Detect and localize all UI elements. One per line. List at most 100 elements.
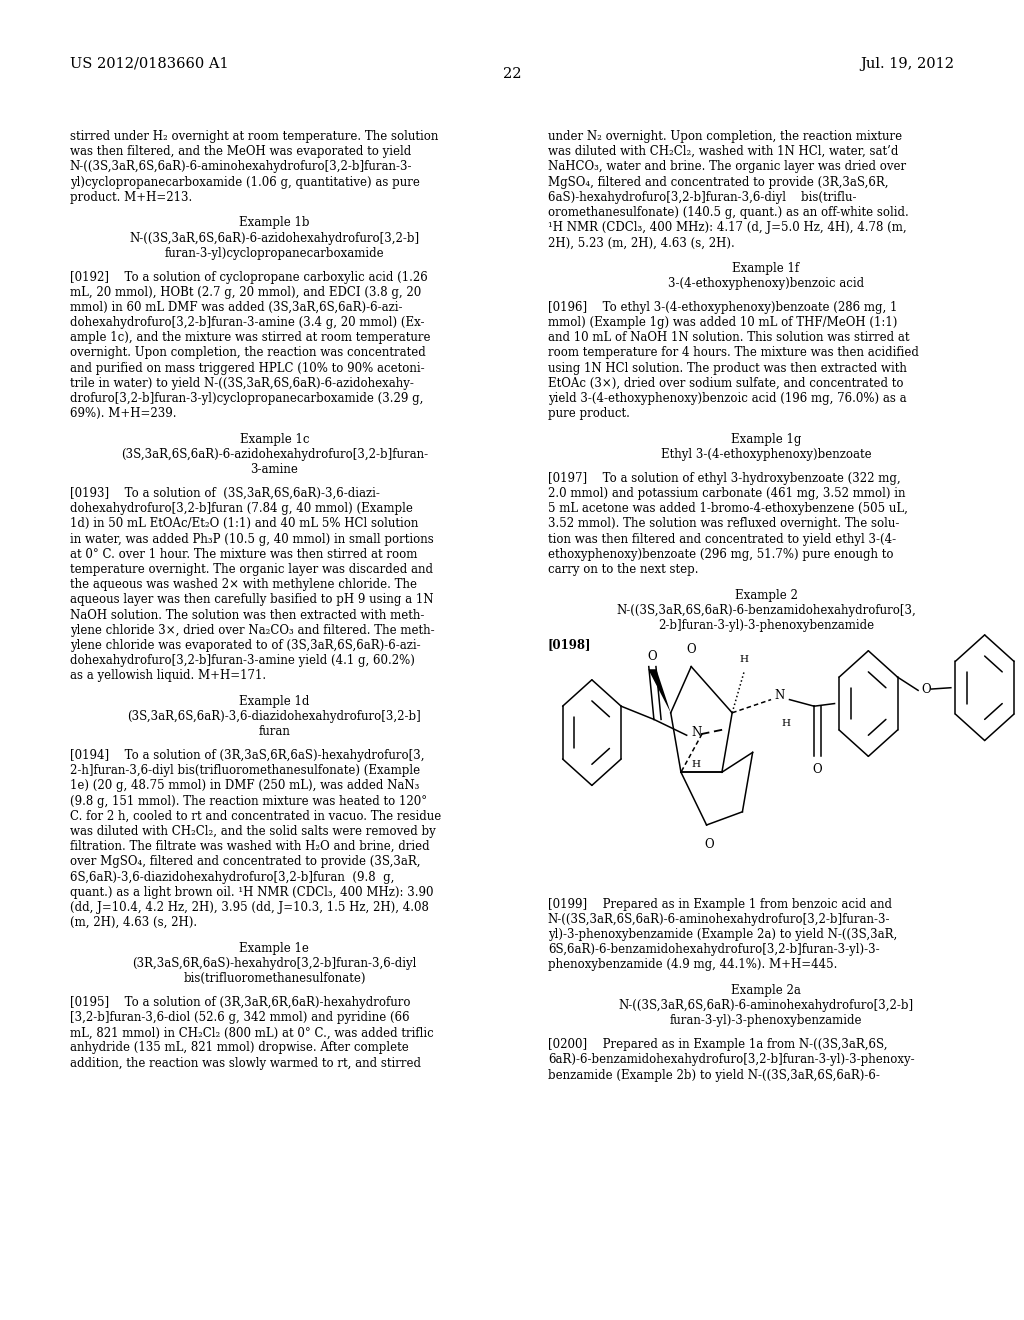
Text: carry on to the next step.: carry on to the next step. [548, 562, 698, 576]
Text: Example 2a: Example 2a [731, 985, 801, 997]
Text: quant.) as a light brown oil. ¹H NMR (CDCl₃, 400 MHz): 3.90: quant.) as a light brown oil. ¹H NMR (CD… [70, 886, 433, 899]
Text: dohexahydrofuro[3,2-b]furan-3-amine yield (4.1 g, 60.2%): dohexahydrofuro[3,2-b]furan-3-amine yiel… [70, 655, 415, 667]
Text: 2.0 mmol) and potassium carbonate (461 mg, 3.52 mmol) in: 2.0 mmol) and potassium carbonate (461 m… [548, 487, 905, 500]
Text: at 0° C. over 1 hour. The mixture was then stirred at room: at 0° C. over 1 hour. The mixture was th… [70, 548, 417, 561]
Text: filtration. The filtrate was washed with H₂O and brine, dried: filtration. The filtrate was washed with… [70, 841, 429, 853]
Text: furan-3-yl)cyclopropanecarboxamide: furan-3-yl)cyclopropanecarboxamide [165, 247, 384, 260]
Text: O: O [686, 643, 696, 656]
Text: US 2012/0183660 A1: US 2012/0183660 A1 [70, 57, 228, 71]
Text: stirred under H₂ overnight at room temperature. The solution: stirred under H₂ overnight at room tempe… [70, 131, 438, 143]
Text: 2-h]furan-3,6-diyl bis(trifluoromethanesulfonate) (Example: 2-h]furan-3,6-diyl bis(trifluoromethanes… [70, 764, 420, 777]
Text: temperature overnight. The organic layer was discarded and: temperature overnight. The organic layer… [70, 562, 432, 576]
Text: 6S,6aR)-3,6-diazidohexahydrofuro[3,2-b]furan  (9.8  g,: 6S,6aR)-3,6-diazidohexahydrofuro[3,2-b]f… [70, 871, 394, 883]
Text: [0192]  To a solution of cyclopropane carboxylic acid (1.26: [0192] To a solution of cyclopropane car… [70, 271, 427, 284]
Text: [0195]  To a solution of (3R,3aR,6R,6aR)-hexahydrofuro: [0195] To a solution of (3R,3aR,6R,6aR)-… [70, 995, 411, 1008]
Text: ylene chloride 3×, dried over Na₂CO₃ and filtered. The meth-: ylene chloride 3×, dried over Na₂CO₃ and… [70, 624, 434, 636]
Text: 6aR)-6-benzamidohexahydrofuro[3,2-b]furan-3-yl)-3-phenoxy-: 6aR)-6-benzamidohexahydrofuro[3,2-b]fura… [548, 1053, 914, 1067]
Text: 2H), 5.23 (m, 2H), 4.63 (s, 2H).: 2H), 5.23 (m, 2H), 4.63 (s, 2H). [548, 236, 734, 249]
Text: Example 1e: Example 1e [240, 942, 309, 954]
Text: yl)-3-phenoxybenzamide (Example 2a) to yield N-((3S,3aR,: yl)-3-phenoxybenzamide (Example 2a) to y… [548, 928, 897, 941]
Text: over MgSO₄, filtered and concentrated to provide (3S,3aR,: over MgSO₄, filtered and concentrated to… [70, 855, 420, 869]
Text: 3.52 mmol). The solution was refluxed overnight. The solu-: 3.52 mmol). The solution was refluxed ov… [548, 517, 899, 531]
Text: product. M+H=213.: product. M+H=213. [70, 190, 191, 203]
Text: mL, 821 mmol) in CH₂Cl₂ (800 mL) at 0° C., was added triflic: mL, 821 mmol) in CH₂Cl₂ (800 mL) at 0° C… [70, 1027, 433, 1039]
Text: room temperature for 4 hours. The mixture was then acidified: room temperature for 4 hours. The mixtur… [548, 346, 919, 359]
Text: using 1N HCl solution. The product was then extracted with: using 1N HCl solution. The product was t… [548, 362, 906, 375]
Text: Example 2: Example 2 [734, 589, 798, 602]
Text: O: O [705, 838, 715, 851]
Text: [0197]  To a solution of ethyl 3-hydroxybenzoate (322 mg,: [0197] To a solution of ethyl 3-hydroxyb… [548, 473, 900, 484]
Text: 1e) (20 g, 48.75 mmol) in DMF (250 mL), was added NaN₃: 1e) (20 g, 48.75 mmol) in DMF (250 mL), … [70, 779, 419, 792]
Text: C. for 2 h, cooled to rt and concentrated in vacuo. The residue: C. for 2 h, cooled to rt and concentrate… [70, 809, 441, 822]
Text: NaHCO₃, water and brine. The organic layer was dried over: NaHCO₃, water and brine. The organic lay… [548, 161, 906, 173]
Text: dohexahydrofuro[3,2-b]furan-3-amine (3.4 g, 20 mmol) (Ex-: dohexahydrofuro[3,2-b]furan-3-amine (3.4… [70, 317, 424, 329]
Text: [0198]: [0198] [548, 639, 591, 651]
Text: 1d) in 50 mL EtOAc/Et₂O (1:1) and 40 mL 5% HCl solution: 1d) in 50 mL EtOAc/Et₂O (1:1) and 40 mL … [70, 517, 418, 531]
Text: Example 1b: Example 1b [240, 216, 309, 230]
Text: phenoxybenzamide (4.9 mg, 44.1%). M+H=445.: phenoxybenzamide (4.9 mg, 44.1%). M+H=44… [548, 958, 838, 972]
Text: (3S,3aR,6S,6aR)-6-azidohexahydrofuro[3,2-b]furan-: (3S,3aR,6S,6aR)-6-azidohexahydrofuro[3,2… [121, 449, 428, 461]
Text: ample 1c), and the mixture was stirred at room temperature: ample 1c), and the mixture was stirred a… [70, 331, 430, 345]
Text: and 10 mL of NaOH 1N solution. This solution was stirred at: and 10 mL of NaOH 1N solution. This solu… [548, 331, 909, 345]
Text: N-((3S,3aR,6S,6aR)-6-aminohexahydrofuro[3,2-b]: N-((3S,3aR,6S,6aR)-6-aminohexahydrofuro[… [618, 999, 913, 1012]
Text: 6S,6aR)-6-benzamidohexahydrofuro[3,2-b]furan-3-yl)-3-: 6S,6aR)-6-benzamidohexahydrofuro[3,2-b]f… [548, 942, 880, 956]
Text: drofuro[3,2-b]furan-3-yl)cyclopropanecarboxamide (3.29 g,: drofuro[3,2-b]furan-3-yl)cyclopropanecar… [70, 392, 423, 405]
Text: furan: furan [258, 726, 291, 738]
Text: 2-b]furan-3-yl)-3-phenoxybenzamide: 2-b]furan-3-yl)-3-phenoxybenzamide [657, 619, 874, 632]
Text: under N₂ overnight. Upon completion, the reaction mixture: under N₂ overnight. Upon completion, the… [548, 131, 902, 143]
Text: [0193]  To a solution of  (3S,3aR,6S,6aR)-3,6-diazi-: [0193] To a solution of (3S,3aR,6S,6aR)-… [70, 487, 380, 500]
Text: 22: 22 [503, 67, 521, 82]
Text: Example 1d: Example 1d [240, 694, 309, 708]
Text: aqueous layer was then carefully basified to pH 9 using a 1N: aqueous layer was then carefully basifie… [70, 594, 433, 606]
Text: Ethyl 3-(4-ethoxyphenoxy)benzoate: Ethyl 3-(4-ethoxyphenoxy)benzoate [660, 449, 871, 461]
Text: O: O [812, 763, 822, 776]
Text: Jul. 19, 2012: Jul. 19, 2012 [860, 57, 954, 71]
Polygon shape [648, 669, 671, 713]
Text: O: O [647, 649, 656, 663]
Text: pure product.: pure product. [548, 407, 630, 420]
Text: (dd, J=10.4, 4.2 Hz, 2H), 3.95 (dd, J=10.3, 1.5 Hz, 2H), 4.08: (dd, J=10.4, 4.2 Hz, 2H), 3.95 (dd, J=10… [70, 900, 428, 913]
Text: addition, the reaction was slowly warmed to rt, and stirred: addition, the reaction was slowly warmed… [70, 1056, 421, 1069]
Text: bis(trifluoromethanesulfonate): bis(trifluoromethanesulfonate) [183, 972, 366, 985]
Text: ylene chloride was evaporated to of (3S,3aR,6S,6aR)-6-azi-: ylene chloride was evaporated to of (3S,… [70, 639, 420, 652]
Text: N-((3S,3aR,6S,6aR)-6-aminohexahydrofuro[3,2-b]furan-3-: N-((3S,3aR,6S,6aR)-6-aminohexahydrofuro[… [70, 161, 412, 173]
Text: oromethanesulfonate) (140.5 g, quant.) as an off-white solid.: oromethanesulfonate) (140.5 g, quant.) a… [548, 206, 908, 219]
Text: N-((3S,3aR,6S,6aR)-6-benzamidohexahydrofuro[3,: N-((3S,3aR,6S,6aR)-6-benzamidohexahydrof… [616, 605, 915, 616]
Text: 3-(4-ethoxyphenoxy)benzoic acid: 3-(4-ethoxyphenoxy)benzoic acid [668, 277, 864, 290]
Text: Example 1c: Example 1c [240, 433, 309, 446]
Text: (3R,3aS,6R,6aS)-hexahydro[3,2-b]furan-3,6-diyl: (3R,3aS,6R,6aS)-hexahydro[3,2-b]furan-3,… [132, 957, 417, 970]
Text: [0200]  Prepared as in Example 1a from N-((3S,3aR,6S,: [0200] Prepared as in Example 1a from N-… [548, 1038, 888, 1051]
Text: anhydride (135 mL, 821 mmol) dropwise. After complete: anhydride (135 mL, 821 mmol) dropwise. A… [70, 1041, 409, 1055]
Text: yl)cyclopropanecarboxamide (1.06 g, quantitative) as pure: yl)cyclopropanecarboxamide (1.06 g, quan… [70, 176, 420, 189]
Text: [0196]  To ethyl 3-(4-ethoxyphenoxy)benzoate (286 mg, 1: [0196] To ethyl 3-(4-ethoxyphenoxy)benzo… [548, 301, 897, 314]
Text: mmol) (Example 1g) was added 10 mL of THF/MeOH (1:1): mmol) (Example 1g) was added 10 mL of TH… [548, 317, 897, 329]
Text: O: O [922, 682, 931, 696]
Text: N-((3S,3aR,6S,6aR)-6-azidohexahydrofuro[3,2-b]: N-((3S,3aR,6S,6aR)-6-azidohexahydrofuro[… [129, 232, 420, 244]
Text: [3,2-b]furan-3,6-diol (52.6 g, 342 mmol) and pyridine (66: [3,2-b]furan-3,6-diol (52.6 g, 342 mmol)… [70, 1011, 410, 1024]
Text: 6aS)-hexahydrofuro[3,2-b]furan-3,6-diyl    bis(triflu-: 6aS)-hexahydrofuro[3,2-b]furan-3,6-diyl … [548, 190, 856, 203]
Text: N-((3S,3aR,6S,6aR)-6-aminohexahydrofuro[3,2-b]furan-3-: N-((3S,3aR,6S,6aR)-6-aminohexahydrofuro[… [548, 913, 890, 925]
Text: was diluted with CH₂Cl₂, washed with 1N HCl, water, sat’d: was diluted with CH₂Cl₂, washed with 1N … [548, 145, 898, 158]
Text: tion was then filtered and concentrated to yield ethyl 3-(4-: tion was then filtered and concentrated … [548, 532, 896, 545]
Text: EtOAc (3×), dried over sodium sulfate, and concentrated to: EtOAc (3×), dried over sodium sulfate, a… [548, 378, 903, 389]
Text: the aqueous was washed 2× with methylene chloride. The: the aqueous was washed 2× with methylene… [70, 578, 417, 591]
Text: in water, was added Ph₃P (10.5 g, 40 mmol) in small portions: in water, was added Ph₃P (10.5 g, 40 mmo… [70, 532, 433, 545]
Text: was diluted with CH₂Cl₂, and the solid salts were removed by: was diluted with CH₂Cl₂, and the solid s… [70, 825, 435, 838]
Text: Example 1f: Example 1f [732, 261, 800, 275]
Text: 69%). M+H=239.: 69%). M+H=239. [70, 407, 176, 420]
Text: [0194]  To a solution of (3R,3aS,6R,6aS)-hexahydrofuro[3,: [0194] To a solution of (3R,3aS,6R,6aS)-… [70, 750, 424, 762]
Text: [0199]  Prepared as in Example 1 from benzoic acid and: [0199] Prepared as in Example 1 from ben… [548, 898, 892, 911]
Text: N: N [774, 689, 784, 702]
Text: (9.8 g, 151 mmol). The reaction mixture was heated to 120°: (9.8 g, 151 mmol). The reaction mixture … [70, 795, 427, 808]
Text: mmol) in 60 mL DMF was added (3S,3aR,6S,6aR)-6-azi-: mmol) in 60 mL DMF was added (3S,3aR,6S,… [70, 301, 402, 314]
Text: MgSO₄, filtered and concentrated to provide (3R,3aS,6R,: MgSO₄, filtered and concentrated to prov… [548, 176, 889, 189]
Text: 3-amine: 3-amine [251, 463, 298, 477]
Text: yield 3-(4-ethoxyphenoxy)benzoic acid (196 mg, 76.0%) as a: yield 3-(4-ethoxyphenoxy)benzoic acid (1… [548, 392, 906, 405]
Text: ethoxyphenoxy)benzoate (296 mg, 51.7%) pure enough to: ethoxyphenoxy)benzoate (296 mg, 51.7%) p… [548, 548, 893, 561]
Text: H: H [781, 719, 791, 727]
Text: 5 mL acetone was added 1-bromo-4-ethoxybenzene (505 uL,: 5 mL acetone was added 1-bromo-4-ethoxyb… [548, 502, 907, 515]
Text: N: N [692, 726, 702, 739]
Text: mL, 20 mmol), HOBt (2.7 g, 20 mmol), and EDCI (3.8 g, 20: mL, 20 mmol), HOBt (2.7 g, 20 mmol), and… [70, 286, 421, 298]
Text: furan-3-yl)-3-phenoxybenzamide: furan-3-yl)-3-phenoxybenzamide [670, 1014, 862, 1027]
Text: H: H [740, 655, 749, 664]
